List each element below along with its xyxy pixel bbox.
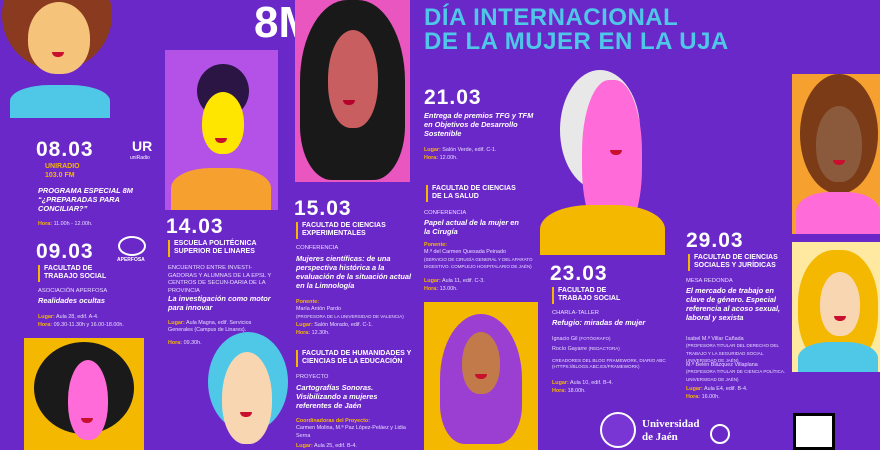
uniradio-logo: UR — [132, 138, 153, 154]
tag-0903: FACULTAD DE TRABAJO SOCIAL — [38, 265, 118, 282]
lugar-0903: Lugar: Aula 28, edif. A-4. — [38, 314, 99, 320]
kind-1503: CONFERENCIA — [296, 245, 339, 251]
uja-seal-icon — [600, 412, 636, 448]
aperfosa-logo-text: APERFOSA — [117, 257, 145, 263]
uniradio-freq: 103.0 FM — [45, 172, 75, 179]
lugar-2103b: Lugar: Aula 11, edif. C-3. — [424, 278, 485, 284]
tag-2303: FACULTAD DE TRABAJO SOCIAL — [552, 287, 632, 304]
coord-1503: Coordinadoras del Proyecto: Carmen Molina… — [296, 418, 406, 439]
tag-2103: FACULTAD DE CIENCIAS DE LA SALUD — [426, 185, 526, 202]
portrait-hijab — [424, 302, 538, 450]
event-title-2103: Entrega de premios TFG y TFM en Objetivo… — [424, 111, 534, 138]
hora-0803: Hora: 11.00h - 12.00h. — [38, 221, 93, 227]
header-title-line1: DÍA INTERNACIONAL — [424, 4, 679, 31]
ponente-1503: Ponente: María Antón Pardo (PROFESORA DE L… — [296, 299, 404, 319]
date-2903: 29.03 — [686, 229, 744, 252]
portrait-blue-hair — [200, 332, 292, 450]
date-0803: 08.03 — [36, 138, 94, 161]
portrait-top-left — [0, 0, 118, 118]
hora-0903: Hora: 09.30-11.30h y 16.00-18.00h. — [38, 322, 124, 328]
tag-2903: FACULTAD DE CIENCIAS SOCIALES Y JURÍDICA… — [688, 254, 788, 271]
person1-2303: Ignacio Gil (FOTÓGRAFO) — [552, 336, 611, 342]
tag-1503b: FACULTAD DE HUMANIDADES Y CIENCIAS DE LA… — [296, 350, 420, 367]
person2-2903: M.ª Belén Blázquez Villaplana (PROFESORA … — [686, 362, 786, 382]
date-1503: 15.03 — [294, 197, 352, 220]
hora-2103: Hora: 12.00h. — [424, 155, 458, 161]
event-title-2303: Refugio: miradas de mujer — [552, 318, 646, 327]
portrait-afro-bottom-left — [24, 338, 144, 450]
desc-1403: ENCUENTRO ENTRE INVESTI-GADORAS Y ALUMNA… — [168, 265, 272, 294]
kind-2303: CHARLA-TALLER — [552, 310, 599, 316]
portrait-curly-right — [792, 74, 880, 234]
portrait-white-hair — [540, 60, 665, 255]
event-title-1403: La investigación como motor para innovar — [168, 294, 271, 312]
hora-1503: Hora: 12.30h. — [296, 330, 330, 336]
qr-code-icon[interactable] — [793, 413, 835, 450]
lugar-2103: Lugar: Salón Verde, edif. C-1. — [424, 147, 497, 153]
event-title-2903: El mercado de trabajo en clave de género… — [686, 286, 781, 322]
kind-1503b: PROYECTO — [296, 374, 329, 380]
lugar-1503: Lugar: Salón Morado, edif. C-1. — [296, 322, 373, 328]
hora-2903: Hora: 16.00h. — [686, 394, 720, 400]
tag-1403: ESCUELA POLITÉCNICA SUPERIOR DE LINARES — [168, 240, 276, 257]
tag-1503: FACULTAD DE CIENCIAS EXPERIMENTALES — [296, 222, 406, 239]
hora-1403: Hora: 09.30h. — [168, 340, 202, 346]
date-0903: 09.03 — [36, 240, 94, 263]
uniradio-logo-sub: uniRadio — [130, 155, 150, 161]
igualdad-icon — [710, 424, 730, 444]
uja-name-line2: de Jaén — [642, 431, 678, 443]
event-title-0803: PROGRAMA ESPECIAL 8M “¿PREPARADAS PARA C… — [38, 186, 133, 213]
date-1403: 14.03 — [166, 215, 224, 238]
uniradio-label: UNIRADIO — [45, 163, 80, 170]
creators-2303: CREADORES DEL BLOG FRAMEWORK, DIARIO ABC… — [552, 358, 666, 370]
event-title-1503b: Cartografías Sonoras. Visibilizando a mu… — [296, 383, 378, 410]
hora-2303: Hora: 18.00h. — [552, 388, 586, 394]
person1-2903: Isabel M.ª Villar Cañada (PROFESORA TITUL… — [686, 336, 779, 363]
org-0903: ASOCIACIÓN APERFOSA — [38, 288, 108, 294]
portrait-yellow — [165, 50, 278, 210]
lugar-1503b: Lugar: Aula 25, edif. B-4. — [296, 443, 357, 449]
kind-2903: MESA REDONDA — [686, 278, 733, 284]
kind-2103: CONFERENCIA — [424, 210, 467, 216]
event-title-0903: Realidades ocultas — [38, 296, 105, 305]
aperfosa-logo — [118, 236, 146, 256]
lugar-1403: Lugar: Aula Magna, edif. Servicios Gener… — [168, 320, 252, 334]
hora-2103b: Hora: 13.00h. — [424, 286, 458, 292]
date-2103: 21.03 — [424, 86, 482, 109]
ponente-2103: Ponente: M.ª del Carmen Quesada Peinado (S… — [424, 242, 533, 269]
date-2303: 23.03 — [550, 262, 608, 285]
portrait-dark-hair — [295, 0, 410, 182]
portrait-blonde-right — [792, 242, 880, 372]
lugar-2903: Lugar: Aula E4, edif. B-4. — [686, 386, 748, 392]
person2-2303: Rocío Gayarre (REDACTORA) — [552, 346, 620, 352]
event-title-1503: Mujeres científicas: de una perspectiva … — [296, 254, 412, 290]
header-title-line2: DE LA MUJER EN LA UJA — [424, 28, 729, 55]
uja-name-line1: Universidad — [642, 418, 700, 430]
lugar-2303: Lugar: Aula 10, edif. B-4. — [552, 380, 613, 386]
event-title-2103b: Papel actual de la mujer en la Cirugía — [424, 218, 519, 236]
